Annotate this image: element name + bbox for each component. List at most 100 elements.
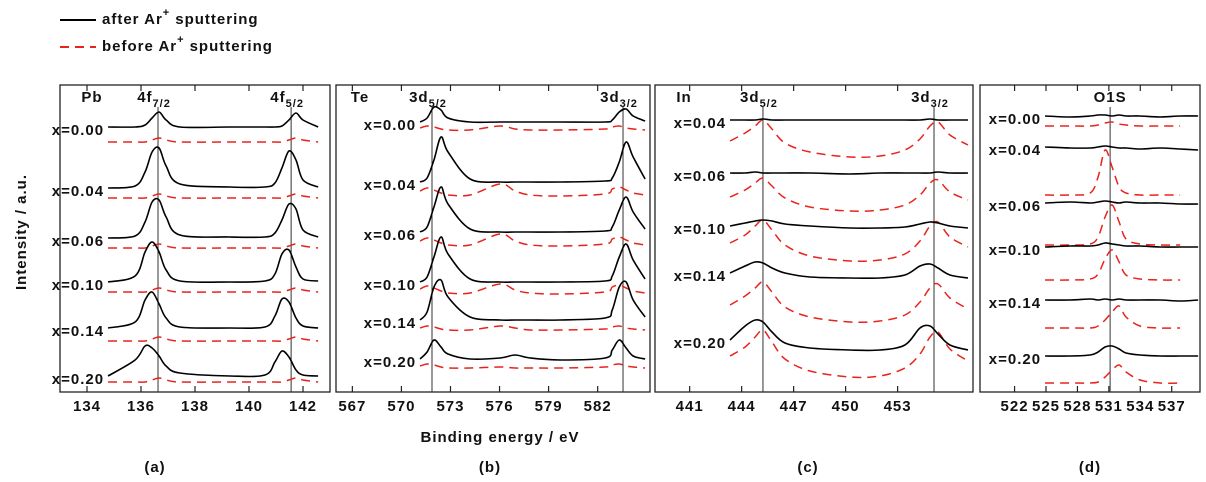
spectrum-after <box>107 291 319 330</box>
spectrum-after <box>730 118 968 121</box>
series-label: x=0.04 <box>364 177 416 194</box>
spectrum-before <box>729 329 969 379</box>
spectrum-before <box>729 119 969 159</box>
series-label: x=0.20 <box>52 371 104 388</box>
x-tick-label: 444 <box>728 398 756 415</box>
series-label: x=0.14 <box>989 295 1041 312</box>
panel-frame <box>335 84 651 393</box>
x-tick-label: 138 <box>181 398 209 415</box>
spectrum-after <box>108 111 319 129</box>
peak-label-main: 3d <box>911 89 931 106</box>
x-tick-label: 525 <box>1032 398 1060 415</box>
spectrum-after <box>729 261 969 280</box>
spectrum-before <box>419 183 646 197</box>
spectrum-after <box>1045 242 1199 248</box>
spectrum-before <box>729 177 969 212</box>
peak-label-main: 3d <box>740 89 760 106</box>
peak-label: 4f7/2 <box>137 89 171 110</box>
series-label: x=0.10 <box>364 277 416 294</box>
series-label: x=0.06 <box>364 227 416 244</box>
element-label: In <box>676 89 691 106</box>
series-label: x=0.04 <box>674 115 726 132</box>
panel-caption: (c) <box>797 459 818 476</box>
spectrum-after <box>419 186 646 234</box>
spectrum-before <box>108 193 319 199</box>
peak-label-sub: 3/2 <box>620 98 638 110</box>
series-label: x=0.14 <box>52 323 104 340</box>
panel-frame <box>979 84 1201 393</box>
x-tick-label: 134 <box>73 398 101 415</box>
spectrum-before <box>1045 364 1181 384</box>
series-label: x=0.06 <box>989 198 1041 215</box>
element-label: Te <box>351 89 369 106</box>
element-label: O1S <box>1094 89 1127 106</box>
x-tick-label: 537 <box>1158 398 1186 415</box>
x-tick-label: 136 <box>127 398 155 415</box>
legend-label-before: before Ar+ sputtering <box>102 34 273 55</box>
spectrum-before <box>419 325 646 332</box>
series-label: x=0.00 <box>52 122 104 139</box>
series-label: x=0.10 <box>989 242 1041 259</box>
spectrum-before <box>419 283 646 295</box>
x-tick-label: 570 <box>387 398 415 415</box>
peak-label: 3d3/2 <box>600 89 638 110</box>
peak-label-sub: 7/2 <box>153 98 171 110</box>
spectrum-before <box>108 287 319 293</box>
x-tick-label: 531 <box>1095 398 1123 415</box>
legend-label-after: after Ar+ sputtering <box>102 7 259 28</box>
spectrum-after <box>1045 145 1199 151</box>
spectrum-after <box>1045 298 1199 302</box>
series-label: x=0.06 <box>52 233 104 250</box>
x-tick-label: 522 <box>1001 398 1029 415</box>
series-label: x=0.20 <box>989 351 1041 368</box>
legend-text: after Ar <box>102 11 163 28</box>
series-label: x=0.10 <box>674 221 726 238</box>
panel-caption: (a) <box>144 459 165 476</box>
element-label: Pb <box>81 89 102 106</box>
series-label: x=0.14 <box>364 315 416 332</box>
x-tick-label: 567 <box>338 398 366 415</box>
series-label: x=0.10 <box>52 277 104 294</box>
spectrum-after <box>1045 345 1199 357</box>
spectrum-before <box>1045 121 1181 127</box>
series-label: x=0.00 <box>989 111 1041 128</box>
legend-sup: + <box>163 7 170 19</box>
spectrum-after <box>729 219 969 229</box>
series-label: x=0.04 <box>989 142 1041 159</box>
series-label: x=0.14 <box>674 268 726 285</box>
legend-tail: sputtering <box>175 11 258 28</box>
spectrum-after <box>1045 114 1199 118</box>
spectrum-after <box>108 146 319 189</box>
spectrum-after <box>419 105 646 124</box>
x-tick-label: 140 <box>235 398 263 415</box>
x-axis-label: Binding energy / eV <box>420 429 579 446</box>
peak-label-main: 4f <box>137 89 152 106</box>
spectrum-before <box>108 243 319 249</box>
peak-label-main: 3d <box>600 89 620 106</box>
panel-caption: (b) <box>479 459 501 476</box>
spectrum-after <box>419 339 646 361</box>
spectrum-after <box>729 318 969 352</box>
spectrum-after <box>107 241 319 284</box>
spectrum-before <box>729 219 969 263</box>
x-tick-label: 447 <box>780 398 808 415</box>
spectrum-after <box>419 136 646 184</box>
series-label: x=0.04 <box>52 183 104 200</box>
spectrum-after <box>419 278 646 322</box>
peak-label-sub: 3/2 <box>931 98 949 110</box>
spectrum-before <box>419 125 646 132</box>
peak-label-sub: 5/2 <box>286 98 304 110</box>
spectrum-after <box>108 197 319 239</box>
peak-label-sub: 5/2 <box>760 98 778 110</box>
spectrum-after <box>1045 200 1199 205</box>
peak-label: 3d3/2 <box>911 89 949 110</box>
spectrum-after <box>419 236 646 284</box>
peak-label-main: 4f <box>270 89 285 106</box>
series-label: x=0.20 <box>674 335 726 352</box>
x-tick-label: 573 <box>436 398 464 415</box>
panel-caption: (d) <box>1079 459 1101 476</box>
x-tick-label: 576 <box>486 398 514 415</box>
spectrum-before <box>1045 149 1181 196</box>
spectrum-before <box>1045 249 1181 281</box>
x-tick-label: 579 <box>535 398 563 415</box>
